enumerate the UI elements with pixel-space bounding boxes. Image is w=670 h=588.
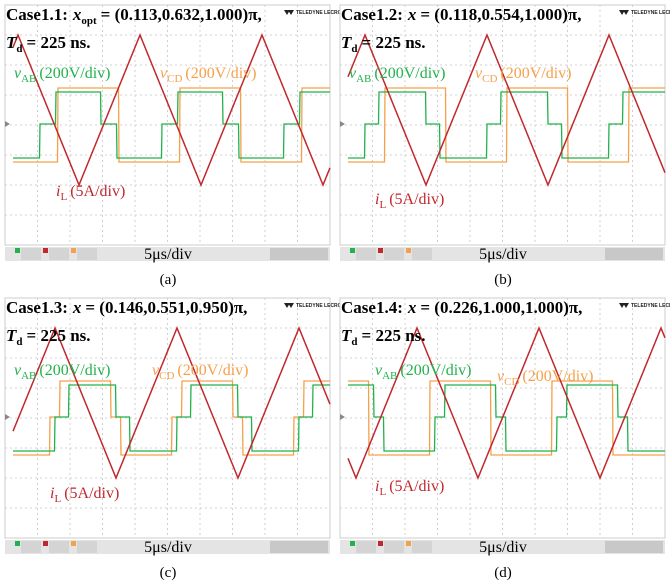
channel-tag — [406, 541, 411, 546]
channel-box — [412, 541, 432, 553]
panel: Case1.2:x= (0.118,0.554,1.000)π, Td = 225 … — [340, 5, 670, 288]
case-label: Case1.4: — [341, 298, 403, 317]
td-value: = 225 ns. — [362, 33, 426, 52]
channel-box — [412, 248, 432, 260]
td-sub: d — [16, 43, 22, 55]
var: x — [72, 5, 82, 24]
td-value: = 225 ns. — [27, 33, 91, 52]
logo: TELEDYNE LECROY — [296, 303, 346, 309]
channel-tag — [71, 541, 76, 546]
vcd-label-sub: CD — [504, 376, 519, 388]
caption: (d) — [494, 565, 512, 581]
il-label-sub: L — [54, 493, 61, 505]
vector: = (0.146,0.551,0.950)π, — [85, 298, 247, 317]
vab-label-sub: AB — [356, 73, 371, 85]
timebase-box — [270, 541, 328, 553]
vcd-label-scale: (200V/div) — [177, 362, 248, 379]
panel-title: Case1.1:xopt = (0.113,0.632,1.000)π, — [6, 5, 262, 27]
var: x — [72, 298, 82, 317]
channel-tag — [15, 541, 20, 546]
vector: = (0.118,0.554,1.000)π, — [420, 5, 581, 24]
caption: (a) — [160, 272, 177, 288]
il-label-sub: L — [379, 486, 386, 498]
channel-tag — [378, 541, 383, 546]
timebase: 5μs/div — [144, 539, 192, 556]
case-label: Case1.2: — [341, 5, 403, 24]
vab-label-scale: (200V/div) — [39, 362, 110, 379]
logo: TELEDYNE LECROY — [631, 10, 670, 16]
var-sub: opt — [81, 15, 97, 27]
channel-tag — [43, 541, 48, 546]
vab-label-scale: (200V/div) — [39, 65, 110, 82]
td-sub: d — [351, 336, 357, 348]
logo: TELEDYNE LECROY — [296, 10, 346, 16]
vcd-label-scale: (200V/div) — [185, 65, 256, 82]
td-var: T — [6, 33, 17, 52]
var: x — [407, 298, 417, 317]
vab-label-sub: AB — [21, 370, 36, 382]
channel-box — [384, 541, 404, 553]
td-sub: d — [351, 43, 357, 55]
il-label-scale: (5A/div) — [389, 478, 444, 495]
channel-tag — [71, 248, 76, 253]
vab-label-scale: (200V/div) — [374, 65, 445, 82]
td-value: = 225 ns. — [27, 326, 91, 345]
channel-tag — [350, 541, 355, 546]
panel: Case1.3:x= (0.146,0.551,0.950)π, Td = 225 … — [5, 298, 346, 581]
vector: = (0.226,1.000,1.000)π, — [420, 298, 582, 317]
case-label: Case1.3: — [6, 298, 68, 317]
timebase: 5μs/div — [479, 246, 527, 263]
vcd-label-scale: (200V/div) — [522, 368, 593, 385]
figure: Case1.1:xopt= (0.113,0.632,1.000)π,Td= 2… — [0, 0, 670, 588]
panel: Case1.1:xopt = (0.113,0.632,1.000)π, Td = 2… — [5, 5, 346, 288]
channel-box — [384, 248, 404, 260]
td-var: T — [341, 326, 352, 345]
timebase: 5μs/div — [144, 246, 192, 263]
channel-box — [356, 541, 376, 553]
channel-box — [77, 541, 97, 553]
vab-label-sub: AB — [21, 73, 36, 85]
panel-title: Case1.2:x= (0.118,0.554,1.000)π, — [341, 5, 582, 24]
vcd-label-sub: CD — [482, 73, 497, 85]
il-label-scale: (5A/div) — [389, 191, 444, 208]
channel-box — [77, 248, 97, 260]
td-value: = 225 ns. — [362, 326, 426, 345]
channel-tag — [15, 248, 20, 253]
channel-tag — [43, 248, 48, 253]
il-label-scale: (5A/div) — [70, 183, 125, 200]
panel-title: Case1.3:x= (0.146,0.551,0.950)π, — [6, 298, 247, 317]
vab-label-sub: AB — [382, 370, 397, 382]
vcd-label-sub: CD — [167, 73, 182, 85]
timebase: 5μs/div — [479, 539, 527, 556]
channel-box — [356, 248, 376, 260]
vcd-label-scale: (200V/div) — [500, 65, 571, 82]
vector: = (0.113,0.632,1.000)π, — [101, 5, 262, 24]
channel-box — [49, 541, 69, 553]
panel-title: Case1.4:x= (0.226,1.000,1.000)π, — [341, 298, 582, 317]
td-var: T — [6, 326, 17, 345]
timebase-box — [605, 541, 663, 553]
channel-box — [49, 248, 69, 260]
il-label-sub: L — [379, 199, 386, 211]
channel-tag — [350, 248, 355, 253]
var: x — [407, 5, 417, 24]
channel-tag — [378, 248, 383, 253]
channel-tag — [406, 248, 411, 253]
panel: Case1.4:x= (0.226,1.000,1.000)π, Td = 225 … — [340, 298, 670, 581]
td-var: T — [341, 33, 352, 52]
il-label-scale: (5A/div) — [64, 485, 119, 502]
timebase-box — [270, 248, 328, 260]
logo: TELEDYNE LECROY — [631, 303, 670, 309]
vab-label-scale: (200V/div) — [400, 362, 471, 379]
channel-box — [21, 541, 41, 553]
il-label-sub: L — [60, 191, 67, 203]
timebase-box — [605, 248, 663, 260]
caption: (b) — [494, 272, 512, 288]
case-label: Case1.1: — [6, 5, 68, 24]
channel-box — [21, 248, 41, 260]
vcd-label-sub: CD — [159, 370, 174, 382]
td-sub: d — [16, 336, 22, 348]
caption: (c) — [160, 565, 177, 581]
